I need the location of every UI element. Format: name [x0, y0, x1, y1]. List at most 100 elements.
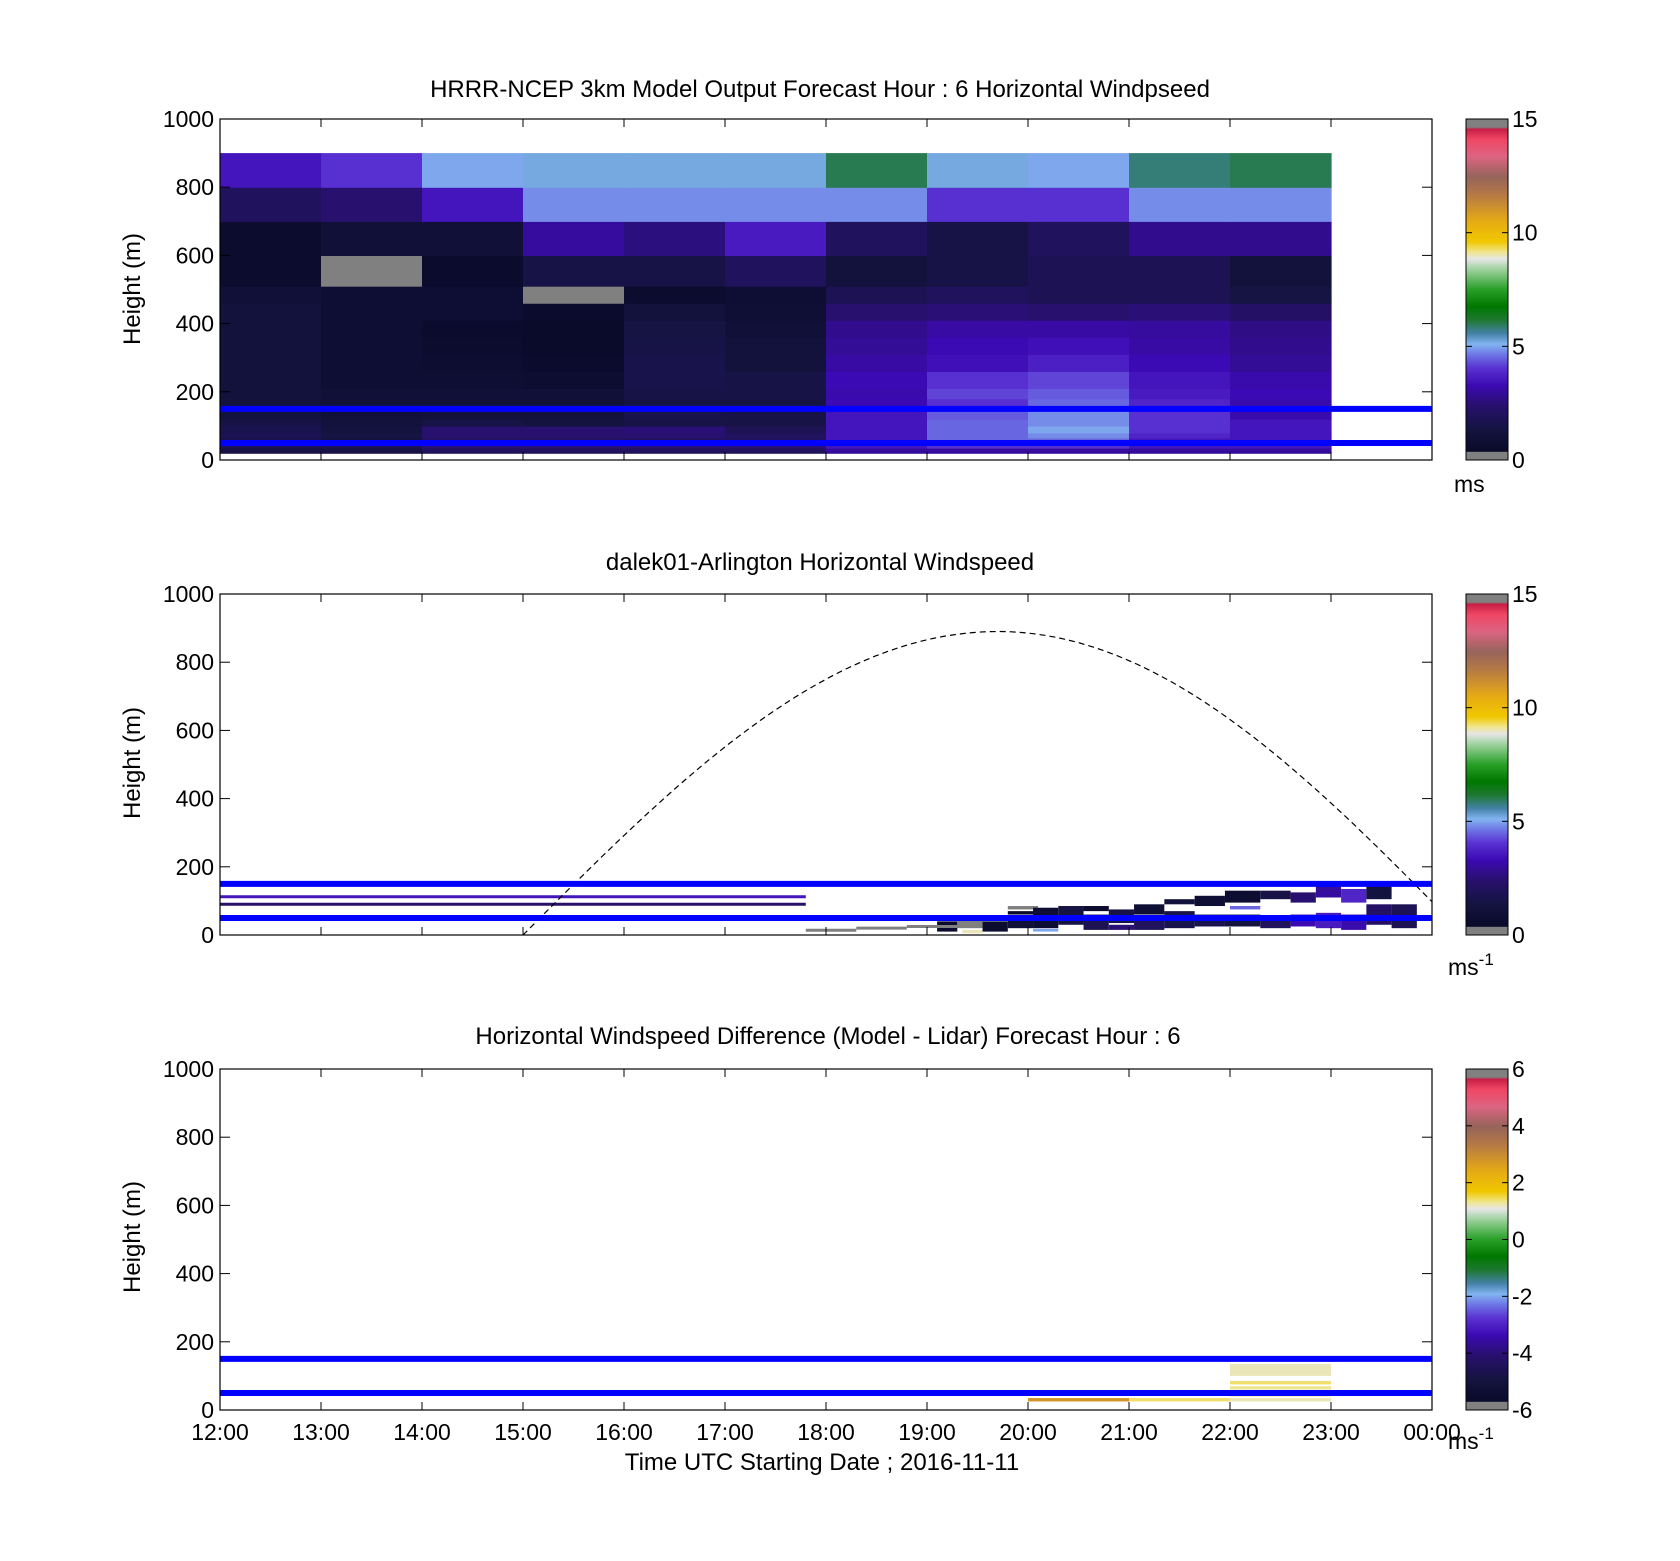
heatmap-cell [1230, 419, 1332, 427]
heatmap-cell [927, 303, 1029, 321]
heatmap-cell [422, 221, 524, 256]
colorbar-tick-label: 10 [1512, 695, 1538, 721]
y-axis-label: Height (m) [119, 1181, 146, 1293]
heatmap-cell [1129, 432, 1231, 439]
heatmap-cell [725, 255, 827, 287]
heatmap-layer [220, 119, 1432, 460]
heatmap-cell [1194, 895, 1225, 907]
heatmap-cell [220, 432, 322, 439]
heatmap-cell [826, 255, 928, 287]
heatmap-cell [1028, 448, 1130, 454]
x-tick-label: 17:00 [696, 1419, 754, 1445]
colorbar-tick-label: 5 [1512, 808, 1525, 834]
heatmap-cell [1129, 388, 1231, 400]
heatmap-cell [523, 398, 625, 410]
heatmap-cell [1290, 892, 1316, 903]
heatmap-cell [321, 425, 423, 434]
heatmap-cell [1230, 303, 1332, 321]
difference-panel: Horizontal Windspeed Difference (Model -… [119, 1023, 1533, 1454]
y-tick-label: 1000 [163, 106, 214, 132]
x-tick-label: 22:00 [1201, 1419, 1259, 1445]
y-tick-label: 1000 [163, 581, 214, 607]
heatmap-cell [422, 187, 524, 222]
heatmap-cell [321, 187, 423, 222]
axes: 0 200 400 600 800 1000 12:00 13:00 14:00 15:00 16:… [163, 1056, 1461, 1445]
lidar-windspeed-panel: dalek01-Arlington Horizontal Windspeed H… [119, 549, 1538, 980]
heatmap-cell [1224, 890, 1261, 903]
heatmap-cell [624, 398, 726, 410]
heatmap-cell [1315, 885, 1342, 898]
heatmap-cell [826, 448, 928, 454]
heatmap-cell [826, 388, 928, 400]
x-tick-label: 15:00 [494, 1419, 552, 1445]
heatmap-cell [1230, 354, 1332, 372]
heatmap-cell [422, 320, 524, 338]
heatmap-cell [220, 320, 322, 338]
heatmap-cell [321, 398, 423, 410]
heatmap-cell [1230, 371, 1332, 389]
colorbar-gradient [1465, 1068, 1509, 1411]
heatmap-cell [1028, 432, 1130, 439]
heatmap-cell [927, 419, 1029, 427]
y-tick-label: 400 [176, 786, 214, 812]
colorbar-unit: ms [1454, 471, 1485, 497]
heatmap-cell [982, 921, 1008, 932]
panel-title: HRRR-NCEP 3km Model Output Forecast Hour… [430, 76, 1210, 103]
x-tick-label: 00:00 [1403, 1419, 1461, 1445]
heatmap-cell [321, 419, 423, 427]
x-tick-label: 19:00 [898, 1419, 956, 1445]
heatmap-cell [826, 337, 928, 355]
heatmap-cell [1007, 916, 1034, 929]
heatmap-cell [523, 187, 625, 222]
heatmap-cell [220, 398, 322, 410]
heatmap-cell [624, 337, 726, 355]
heatmap-cell [321, 354, 423, 372]
heatmap-cell [523, 286, 625, 304]
colorbar: 0 5 10 15 [1465, 581, 1538, 948]
heatmap-cell [826, 187, 928, 222]
heatmap-cell [523, 354, 625, 372]
heatmap-cell [422, 354, 524, 372]
heatmap-cell [826, 354, 928, 372]
heatmap-cell [220, 337, 322, 355]
heatmap-cell [1129, 337, 1231, 355]
heatmap-cell [1028, 371, 1130, 389]
y-tick-label: 600 [176, 717, 214, 743]
heatmap-cell [321, 221, 423, 256]
heatmap-cell [1028, 398, 1130, 410]
heatmap-cell [321, 388, 423, 400]
heatmap-cell [422, 337, 524, 355]
heatmap-cell [523, 432, 625, 439]
heatmap-cell [1028, 1398, 1129, 1402]
heatmap-cell [927, 255, 1029, 287]
heatmap-cell [826, 303, 928, 321]
heatmap-cell [1230, 255, 1332, 287]
heatmap-cell [826, 320, 928, 338]
heatmap-cell [624, 425, 726, 434]
heatmap-cell [1134, 904, 1165, 915]
heatmap-cell [1134, 919, 1165, 930]
heatmap-cell [1230, 1363, 1331, 1376]
y-tick-label: 0 [201, 447, 214, 473]
heatmap-cell [1028, 320, 1130, 338]
colorbar-unit: ms [1448, 1428, 1479, 1454]
heatmap-cell [624, 320, 726, 338]
heatmap-cell [422, 286, 524, 304]
heatmap-cell [1033, 928, 1059, 932]
heatmap-layer [220, 594, 1433, 936]
heatmap-cell [1129, 448, 1231, 454]
heatmap-cell [422, 153, 524, 188]
heatmap-cell [220, 153, 322, 188]
heatmap-cell [725, 425, 827, 434]
heatmap-cell [624, 388, 726, 400]
heatmap-cell [220, 448, 322, 454]
heatmap-cell [624, 448, 726, 454]
heatmap-cell [1129, 286, 1231, 304]
heatmap-cell [725, 354, 827, 372]
y-tick-label: 0 [201, 1397, 214, 1423]
panel-title: dalek01-Arlington Horizontal Windspeed [606, 549, 1034, 576]
heatmap-cell [523, 337, 625, 355]
heatmap-cell [1230, 388, 1332, 400]
heatmap-cell [1129, 408, 1231, 420]
heatmap-cell [1230, 1398, 1331, 1402]
